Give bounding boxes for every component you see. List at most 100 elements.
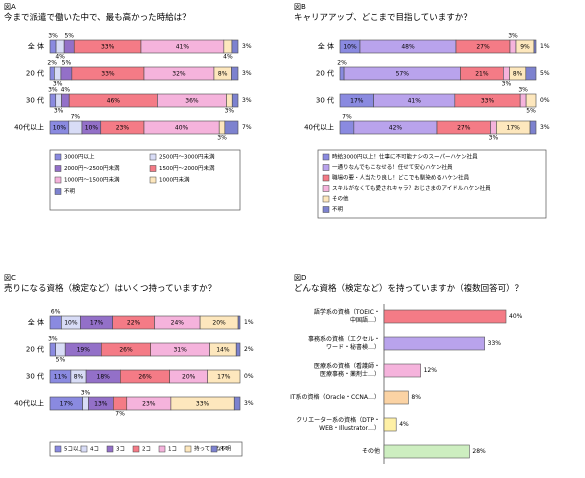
chart-c-data-label: 6% [51, 309, 61, 316]
chart-a-legend-swatch [54, 176, 62, 184]
chart-c-data-label: 1% [244, 319, 254, 326]
chart-a-legend-label: 不明 [64, 188, 76, 195]
chart-c-category-label: 30 代 [26, 372, 44, 381]
chart-b-data-label: 42% [389, 125, 403, 132]
chart-c-bar-segment [113, 396, 128, 411]
chart-c-bar-segment [82, 396, 89, 411]
chart-b-data-label: 2% [337, 60, 347, 67]
chart-b-data-label: 3% [508, 33, 518, 40]
chart-a-legend-swatch [149, 176, 157, 184]
chart-b-data-label: 17% [507, 125, 521, 132]
chart-c-legend-swatch [184, 445, 192, 453]
chart-c-data-label: 10% [64, 320, 78, 327]
chart-a-data-label: 3% [217, 135, 227, 142]
chart-b-data-label: 48% [401, 44, 415, 51]
chart-a-bar-segment [55, 93, 62, 108]
chart-d-category-label: 語学系の資格（TOEIC・ [314, 308, 380, 316]
chart-d-bar [383, 336, 485, 351]
chart-c-legend-label: 3コ [116, 446, 125, 453]
chart-a-title: 今まで派遣で働いた中で、最も高かった時給は？ [4, 13, 191, 23]
chart-d-category-label: IT系の資格（Oracle・CCNA…） [290, 393, 380, 401]
chart-a-bar-segment [218, 120, 226, 135]
chart-a-data-label: 4% [61, 87, 71, 94]
chart-d-data-label: 12% [424, 367, 438, 374]
chart-b-legend-swatch [322, 195, 330, 203]
chart-b-bar-segment [339, 66, 345, 81]
chart-a-bar-segment [68, 120, 83, 135]
chart-c-bar-segment [235, 342, 241, 357]
chart-b-legend-swatch [322, 206, 330, 213]
chart-a-legend-swatch [54, 165, 62, 172]
chart-c-legend-swatch [132, 445, 140, 453]
chart-b-legend-swatch [322, 185, 330, 192]
chart-d-category-label: 医療事務・薬剤士…） [320, 370, 380, 378]
chart-c-data-label: 20% [212, 320, 226, 327]
chart-d-bar [383, 417, 397, 432]
chart-b-data-label: 3% [489, 135, 499, 142]
chart-d-category-label: ワード・秘書検…） [326, 343, 380, 351]
chart-a-bar-segment [55, 39, 65, 54]
chart-a-data-label: 3% [48, 33, 58, 40]
chart-c-legend-swatch [106, 445, 114, 453]
chart-a-category-label: 全 体 [28, 42, 44, 51]
chart-a-category-label: 30 代 [26, 96, 44, 105]
chart-b-legend-label: 時給3000円以上！仕事に不可能ナシのスーパーハケン社員 [332, 153, 478, 161]
chart-c-legend-label: 2コ [142, 446, 151, 453]
chart-b-legend-label: 一通りなんでもこなせる！任せて安心ハケン社員 [332, 163, 453, 171]
chart-c-bar-segment [49, 342, 56, 357]
chart-d-data-label: 40% [509, 313, 523, 320]
chart-c-data-label: 14% [216, 347, 230, 354]
chart-a-bar-segment [231, 39, 239, 54]
chart-c-data-label: 5% [56, 357, 66, 364]
chart-a-legend-label: 2500円〜3000円未満 [159, 153, 215, 161]
chart-a-data-label: 3% [53, 81, 63, 88]
chart-a-legend [49, 149, 241, 211]
chart-b-legend-label: 職場の要・人当たり良し！どこでも馴染めるハケン社員 [332, 174, 470, 182]
chart-d-category-label: 事務系の資格（エクセル・ [308, 335, 380, 343]
chart-d-bar [383, 444, 470, 459]
chart-c-bar-segment [233, 396, 241, 411]
chart-b-legend [317, 149, 547, 219]
chart-c-data-label: 7% [115, 411, 125, 418]
chart-c-data-label: 17% [217, 374, 231, 381]
chart-b-bar-segment [525, 66, 537, 81]
chart-b-data-label: 10% [343, 44, 357, 51]
chart-c-data-label: 33% [196, 401, 210, 408]
chart-b-data-label: 3% [540, 124, 550, 131]
chart-a-data-label: 3% [242, 97, 252, 104]
chart-c-data-label: 18% [97, 374, 111, 381]
chart-c-data-label: 11% [54, 374, 68, 381]
chart-a-data-label: 3% [242, 70, 252, 77]
chart-b-data-label: 41% [408, 98, 422, 105]
chart-a-legend-swatch [54, 188, 62, 195]
chart-a-data-label: 46% [107, 98, 121, 105]
chart-b-title: キャリアアップ、どこまで目指していますか？ [294, 13, 472, 23]
chart-a-data-label: 3% [225, 108, 235, 115]
chart-c-data-label: 26% [138, 374, 152, 381]
chart-c-title: 売りになる資格（検定など）はいくつ持っていますか？ [4, 284, 217, 294]
chart-d-data-label: 4% [399, 421, 409, 428]
chart-c-legend-swatch [54, 445, 62, 453]
chart-d-category-label: 医療系の資格（看護師・ [314, 362, 380, 370]
chart-a-bar-segment [60, 66, 73, 81]
chart-b-data-label: 17% [350, 98, 364, 105]
chart-b-legend-label: 不明 [332, 206, 344, 213]
chart-c-legend-swatch [210, 445, 218, 453]
chart-c-legend-swatch [158, 445, 166, 453]
chart-c-data-label: 3% [81, 390, 91, 397]
chart-a-bar-segment [63, 39, 75, 54]
chart-c-bar-segment [207, 369, 241, 384]
chart-a-data-label: 7% [242, 124, 252, 131]
chart-d-title: どんな資格（検定など）を持っていますか（複数回答可）？ [294, 284, 524, 294]
chart-b-data-label: 33% [481, 98, 495, 105]
chart-b-legend-swatch [322, 153, 330, 161]
chart-a-legend-label: 2000円〜2500円未満 [64, 164, 120, 172]
chart-b-bar-segment [509, 39, 517, 54]
chart-d-data-label: 8% [411, 394, 421, 401]
chart-a-legend-label: 1000円未満 [159, 176, 190, 184]
chart-a-legend-label: 1500円〜2000円未満 [159, 164, 215, 172]
chart-c-data-label: 17% [90, 320, 104, 327]
chart-b-data-label: 5% [540, 70, 550, 77]
